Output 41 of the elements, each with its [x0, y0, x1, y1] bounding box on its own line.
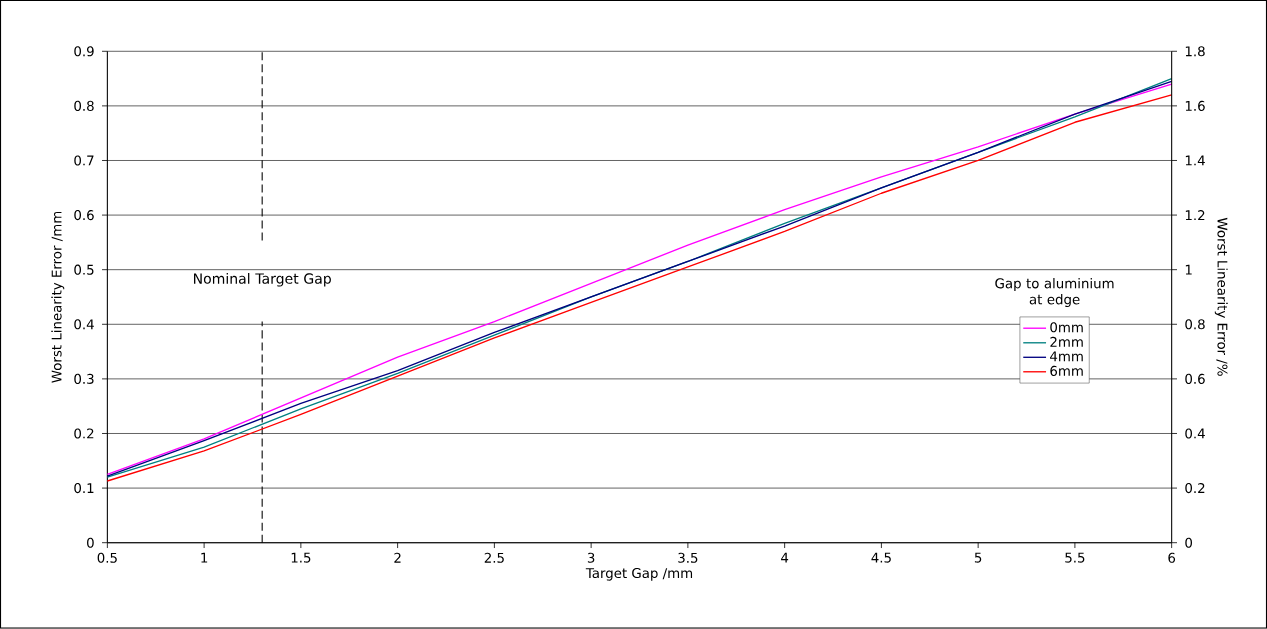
x-tick-label: 4.5: [871, 552, 891, 563]
x-tick-label: 2.5: [484, 552, 504, 564]
y2-tick-label: 1.8: [1185, 46, 1205, 57]
y2-tick-label: 0.2: [1185, 483, 1205, 494]
y-tick-label: 0.6: [74, 210, 94, 221]
x-tick-label: 6: [1168, 552, 1176, 564]
legend-label: 0mm: [1050, 322, 1083, 333]
y-tick-label: 0.7: [74, 155, 94, 166]
legend-label: 2mm: [1050, 336, 1083, 347]
x-tick-label: 1.5: [291, 552, 311, 563]
x-tick-label: 3.5: [678, 552, 698, 564]
x-tick-label: 2: [394, 552, 401, 563]
y2-tick-label: 0.8: [1185, 319, 1205, 330]
y2-tick-label: 1.6: [1185, 100, 1205, 112]
y-tick-label: 0: [87, 537, 94, 548]
x-tick-label: 3: [587, 552, 595, 564]
y2-tick-label: 1.4: [1185, 155, 1205, 166]
y2-tick-label: 1: [1185, 264, 1192, 275]
x-tick-label: 4: [781, 552, 789, 563]
x-tick-label: 1: [201, 552, 208, 563]
x-tick-label: 5: [974, 552, 982, 563]
y2-tick-label: 0.6: [1185, 373, 1205, 385]
y-axis-title: Worst Linearity Error /mm: [51, 212, 65, 383]
y-tick-label: 0.8: [74, 100, 94, 112]
y2-axis-title: Worst Linearity Error /%: [1214, 218, 1228, 376]
x-axis-title: Target Gap /mm: [585, 568, 693, 581]
ref-line-label: Nominal Target Gap: [194, 273, 331, 287]
y2-tick-label: 0.4: [1185, 428, 1205, 439]
y2-tick-label: 0: [1185, 537, 1193, 548]
x-tick-label: 5.5: [1065, 552, 1085, 563]
y-tick-label: 0.3: [74, 373, 94, 385]
y-tick-label: 0.9: [74, 46, 94, 57]
legend-label: 4mm: [1050, 351, 1083, 362]
legend-title: Gap to aluminium at edge: [995, 278, 1114, 308]
y-tick-label: 0.5: [74, 264, 94, 275]
y-tick-label: 0.4: [74, 319, 94, 330]
y-tick-label: 0.1: [74, 483, 94, 494]
x-tick-label: 0.5: [97, 552, 117, 564]
legend-label: 6mm: [1050, 365, 1083, 377]
y2-tick-label: 1.2: [1185, 210, 1205, 221]
y-tick-label: 0.2: [74, 428, 94, 439]
